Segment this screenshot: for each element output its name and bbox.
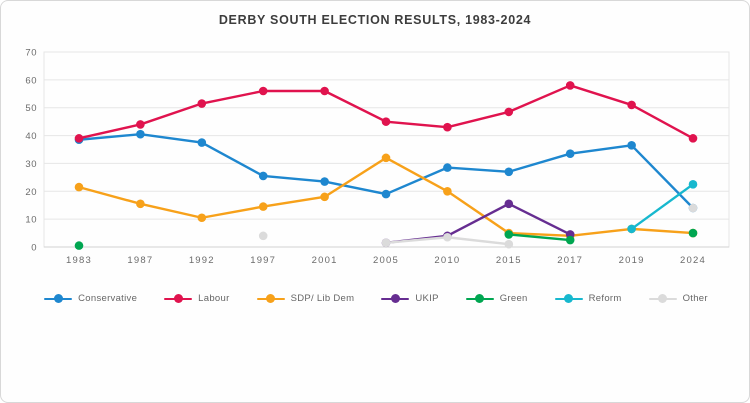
chart-legend: Conservative Labour SDP/ Lib Dem UKIP Green R…	[1, 293, 750, 304]
marker-labour-1987	[136, 120, 145, 129]
marker-labour-1983	[74, 134, 84, 143]
legend-item-green: Green	[465, 293, 528, 304]
y-tick-label: 60	[25, 75, 37, 86]
marker-other-2024	[688, 203, 698, 213]
marker-other-2005	[381, 238, 391, 248]
legend-item-labour: Labour	[164, 293, 229, 304]
legend-label: Conservative	[78, 293, 138, 304]
legend-swatch-other-icon	[648, 294, 677, 303]
x-axis-label: 2015	[496, 255, 522, 266]
marker-conservative-1997	[258, 171, 268, 181]
x-axis-label: 2001	[312, 255, 338, 266]
marker-green-2015	[504, 230, 514, 239]
marker-labour-2010	[443, 122, 452, 132]
marker-other-1997	[258, 231, 268, 241]
legend-swatch-sdp-lib-dem-icon	[256, 294, 285, 303]
marker-labour-2017	[565, 81, 575, 90]
marker-conservative-2005	[381, 189, 391, 199]
marker-reform-2024	[688, 180, 698, 189]
legend-swatch-reform-icon	[554, 294, 583, 303]
legend-item-conservative: Conservative	[44, 293, 137, 304]
marker-labour-2019	[627, 100, 636, 110]
marker-sdp-lib-dem-2001	[320, 192, 329, 202]
x-axis-label: 1992	[189, 255, 215, 266]
x-axis-label: 2010	[434, 255, 460, 266]
marker-conservative-1987	[136, 129, 145, 139]
y-tick-label: 50	[25, 103, 37, 114]
legend-swatch-green-icon	[465, 294, 494, 303]
marker-conservative-2017	[565, 149, 575, 158]
series-line-reform	[630, 183, 695, 231]
marker-sdp-lib-dem-1992	[197, 213, 207, 223]
legend-item-ukip: UKIP	[381, 293, 438, 304]
y-tick-label: 20	[25, 187, 37, 198]
marker-labour-2024	[688, 134, 698, 143]
x-axis-label: 1997	[250, 255, 276, 266]
y-tick-label: 40	[25, 131, 37, 142]
legend-swatch-labour-icon	[164, 294, 193, 303]
legend-item-reform: Reform	[554, 293, 622, 304]
marker-conservative-2010	[443, 163, 452, 172]
marker-other-2015	[504, 239, 514, 249]
marker-sdp-lib-dem-1983	[74, 182, 84, 192]
marker-green-2017	[565, 235, 575, 245]
marker-ukip-2015	[504, 199, 514, 209]
y-tick-label: 70	[25, 48, 37, 59]
legend-swatch-ukip-icon	[381, 294, 410, 303]
legend-label: Labour	[198, 293, 230, 304]
legend-item-other: Other	[648, 293, 708, 304]
legend-swatch-conservative-icon	[44, 294, 73, 303]
x-axis-label: 1987	[127, 255, 153, 266]
y-tick-label: 30	[25, 159, 37, 170]
legend-label: SDP/ Lib Dem	[290, 293, 355, 304]
marker-conservative-2015	[504, 167, 514, 177]
series-line-green	[507, 233, 572, 242]
marker-labour-2015	[504, 107, 514, 117]
legend-label: Other	[682, 293, 708, 304]
x-axis-label: 2024	[680, 255, 706, 266]
marker-sdp-lib-dem-2010	[443, 186, 452, 196]
marker-reform-2019	[627, 224, 636, 234]
plot-border	[43, 51, 730, 248]
x-axis-label: 2005	[373, 255, 399, 266]
marker-sdp-lib-dem-1997	[258, 202, 268, 211]
marker-sdp-lib-dem-2005	[381, 153, 391, 163]
marker-labour-1992	[197, 99, 207, 108]
x-axis-label: 1983	[66, 255, 92, 266]
y-tick-label: 10	[25, 215, 37, 226]
legend-label: Green	[499, 293, 528, 304]
marker-conservative-1992	[197, 138, 207, 147]
y-tick-label: 0	[31, 243, 37, 254]
marker-conservative-2001	[320, 177, 329, 186]
marker-labour-1997	[258, 86, 268, 96]
x-axis-label: 2019	[619, 255, 645, 266]
legend-label: Reform	[588, 293, 622, 304]
marker-labour-2001	[320, 86, 329, 96]
legend-label: UKIP	[415, 293, 439, 304]
marker-conservative-2019	[627, 141, 636, 150]
marker-green-1983	[74, 241, 84, 250]
marker-green-2024	[688, 228, 698, 238]
series-line-labour	[77, 84, 695, 140]
marker-other-2010	[443, 232, 452, 242]
x-axis-label: 2017	[557, 255, 583, 266]
marker-sdp-lib-dem-1987	[136, 199, 145, 209]
line-chart-plot: 0 10 20 30 40 50 60 70 1983 1987 1992 1997 2001 2005 2…	[25, 48, 730, 266]
marker-labour-2005	[381, 117, 391, 126]
legend-item-sdp-lib-dem: SDP/ Lib Dem	[256, 293, 355, 304]
chart-title: DERBY SOUTH ELECTION RESULTS, 1983-2024	[218, 13, 532, 27]
